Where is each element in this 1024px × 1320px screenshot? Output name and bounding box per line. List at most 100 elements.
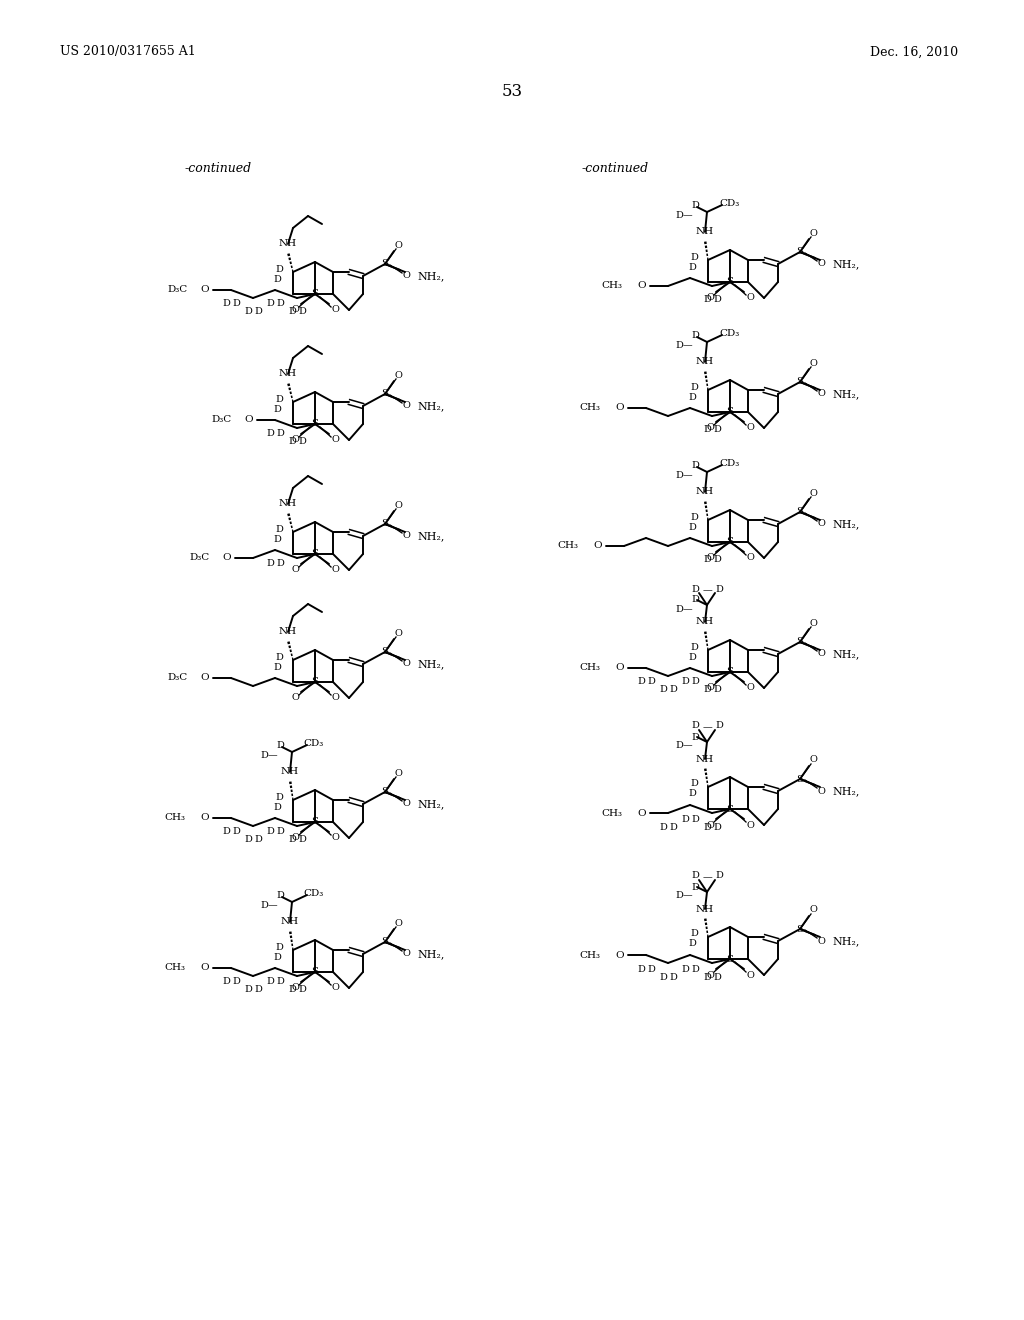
Text: O: O — [746, 424, 754, 433]
Text: S: S — [726, 954, 733, 964]
Text: D: D — [690, 643, 698, 652]
Text: O: O — [615, 404, 625, 412]
Text: D: D — [691, 871, 699, 880]
Text: O: O — [331, 305, 339, 314]
Text: D: D — [691, 965, 699, 974]
Text: NH: NH — [279, 239, 297, 248]
Text: O: O — [291, 693, 299, 702]
Text: D: D — [298, 986, 306, 994]
Text: S: S — [311, 420, 318, 429]
Text: D: D — [713, 973, 721, 982]
Text: O: O — [809, 619, 817, 627]
Text: D: D — [688, 392, 696, 401]
Text: S: S — [797, 638, 804, 647]
Text: D: D — [275, 942, 283, 952]
Text: D: D — [647, 965, 655, 974]
Text: D: D — [254, 986, 262, 994]
Text: O: O — [746, 553, 754, 562]
Text: O: O — [817, 649, 825, 659]
Text: D: D — [275, 524, 283, 533]
Text: D: D — [659, 685, 667, 694]
Text: O: O — [291, 833, 299, 842]
Text: O: O — [291, 983, 299, 993]
Text: O: O — [394, 919, 402, 928]
Text: D: D — [266, 300, 274, 309]
Text: D: D — [232, 828, 240, 837]
Text: S: S — [311, 549, 318, 558]
Text: O: O — [394, 628, 402, 638]
Text: D: D — [266, 828, 274, 837]
Text: D: D — [275, 652, 283, 661]
Text: S: S — [311, 817, 318, 826]
Text: D: D — [691, 722, 699, 730]
Text: O: O — [809, 228, 817, 238]
Text: O: O — [331, 693, 339, 702]
Text: NH: NH — [696, 904, 714, 913]
Text: NH₂,: NH₂, — [417, 659, 444, 669]
Text: D: D — [273, 953, 281, 961]
Text: D: D — [715, 585, 723, 594]
Text: CH₃: CH₃ — [164, 813, 185, 822]
Text: O: O — [201, 813, 209, 822]
Text: NH₂,: NH₂, — [417, 271, 444, 281]
Text: D: D — [688, 940, 696, 949]
Text: NH₂,: NH₂, — [417, 531, 444, 541]
Text: D: D — [273, 663, 281, 672]
Text: O: O — [638, 281, 646, 290]
Text: O: O — [402, 272, 410, 281]
Text: D: D — [276, 300, 284, 309]
Text: CH₃: CH₃ — [579, 950, 600, 960]
Text: D: D — [690, 780, 698, 788]
Text: D: D — [703, 685, 711, 694]
Text: D: D — [298, 308, 306, 317]
Text: S: S — [381, 788, 388, 796]
Text: CD₃: CD₃ — [719, 459, 739, 469]
Text: S: S — [311, 968, 318, 977]
Text: D: D — [244, 308, 252, 317]
Text: CD₃: CD₃ — [304, 890, 325, 899]
Text: O: O — [817, 787, 825, 796]
Text: CH₃: CH₃ — [557, 541, 578, 550]
Text: NH₂,: NH₂, — [831, 649, 859, 659]
Text: O: O — [402, 949, 410, 958]
Text: D₃C: D₃C — [168, 285, 188, 294]
Text: O: O — [746, 293, 754, 302]
Text: O: O — [746, 821, 754, 829]
Text: O: O — [809, 755, 817, 764]
Text: O: O — [331, 436, 339, 445]
Text: NH: NH — [281, 917, 299, 927]
Text: O: O — [245, 416, 253, 425]
Text: O: O — [402, 532, 410, 540]
Text: O: O — [638, 808, 646, 817]
Text: NH₂,: NH₂, — [417, 949, 444, 960]
Text: D: D — [659, 822, 667, 832]
Text: O: O — [817, 260, 825, 268]
Text: D: D — [669, 973, 677, 982]
Text: NH₂,: NH₂, — [417, 799, 444, 809]
Text: D: D — [288, 308, 296, 317]
Text: D: D — [266, 978, 274, 986]
Text: D: D — [713, 822, 721, 832]
Text: CD₃: CD₃ — [719, 330, 739, 338]
Text: D—: D— — [676, 211, 693, 220]
Text: D: D — [276, 742, 284, 751]
Text: —: — — [702, 586, 712, 595]
Text: D: D — [244, 986, 252, 994]
Text: D: D — [688, 263, 696, 272]
Text: D—: D— — [676, 891, 693, 900]
Text: —: — — [702, 723, 712, 733]
Text: O: O — [402, 401, 410, 411]
Text: S: S — [797, 378, 804, 387]
Text: D: D — [273, 803, 281, 812]
Text: D: D — [688, 523, 696, 532]
Text: O: O — [394, 371, 402, 380]
Text: D: D — [703, 296, 711, 305]
Text: D: D — [276, 429, 284, 438]
Text: NH₂,: NH₂, — [831, 389, 859, 399]
Text: O: O — [291, 305, 299, 314]
Text: D: D — [690, 252, 698, 261]
Text: D: D — [681, 814, 689, 824]
Text: D: D — [254, 308, 262, 317]
Text: D: D — [298, 437, 306, 446]
Text: -continued: -continued — [582, 161, 648, 174]
